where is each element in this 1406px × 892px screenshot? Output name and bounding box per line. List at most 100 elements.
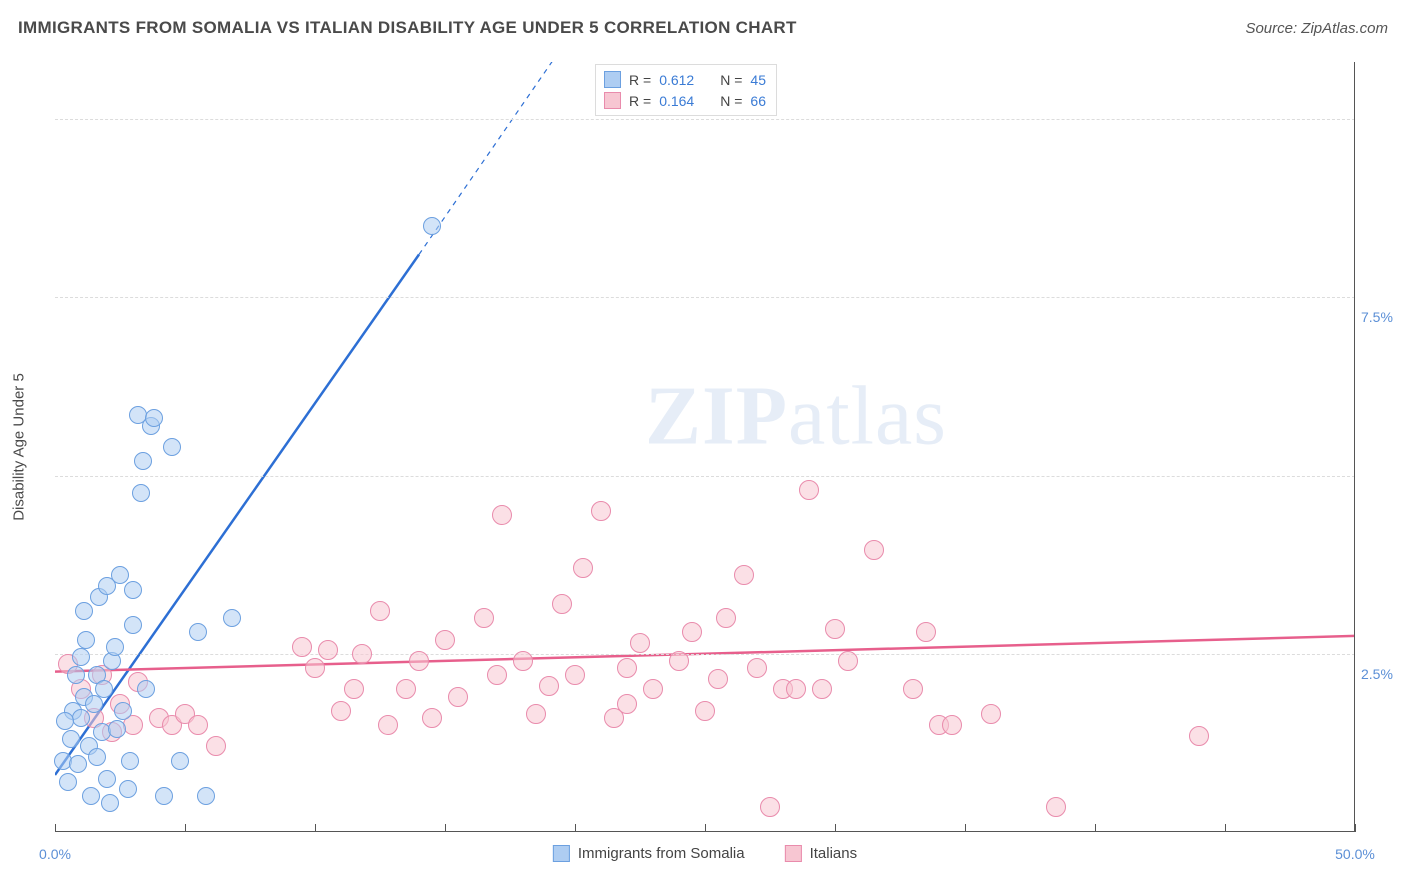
r-label: R = (629, 72, 651, 88)
data-point (145, 409, 163, 427)
data-point (981, 704, 1001, 724)
data-point (56, 712, 74, 730)
y-axis-label: Disability Age Under 5 (11, 373, 28, 521)
y-axis-right (1354, 62, 1356, 832)
data-point (630, 633, 650, 653)
stats-legend: R = 0.612 N = 45 R = 0.164 N = 66 (595, 64, 777, 116)
data-point (197, 787, 215, 805)
data-point (124, 616, 142, 634)
data-point (189, 623, 207, 641)
data-point (114, 702, 132, 720)
data-point (155, 787, 173, 805)
data-point (552, 594, 572, 614)
data-point (124, 581, 142, 599)
data-point (396, 679, 416, 699)
data-point (75, 602, 93, 620)
data-point (378, 715, 398, 735)
data-point (448, 687, 468, 707)
data-point (72, 648, 90, 666)
chart-source: Source: ZipAtlas.com (1245, 20, 1388, 37)
legend-label: Immigrants from Somalia (578, 845, 745, 862)
data-point (67, 666, 85, 684)
data-point (565, 665, 585, 685)
data-point (838, 651, 858, 671)
legend-item: Italians (785, 845, 858, 862)
y-tick-label: 7.5% (1355, 309, 1405, 325)
data-point (82, 787, 100, 805)
data-point (423, 217, 441, 235)
data-point (206, 736, 226, 756)
data-point (708, 669, 728, 689)
n-label: N = (720, 93, 742, 109)
chart-area: Disability Age Under 5 ZIPatlas 2.5%7.5%… (55, 62, 1355, 832)
n-label: N = (720, 72, 742, 88)
legend-swatch (553, 845, 570, 862)
data-point (188, 715, 208, 735)
data-point (812, 679, 832, 699)
data-point (292, 637, 312, 657)
n-value: 66 (750, 93, 766, 109)
data-point (318, 640, 338, 660)
gridline (55, 119, 1355, 120)
data-point (1189, 726, 1209, 746)
legend-label: Italians (810, 845, 858, 862)
data-point (352, 644, 372, 664)
data-point (643, 679, 663, 699)
data-point (72, 709, 90, 727)
legend-swatch (604, 71, 621, 88)
data-point (617, 658, 637, 678)
data-point (591, 501, 611, 521)
stats-row: R = 0.612 N = 45 (604, 69, 766, 90)
data-point (77, 631, 95, 649)
y-tick-label: 2.5% (1355, 666, 1405, 682)
data-point (526, 704, 546, 724)
data-point (59, 773, 77, 791)
data-point (95, 680, 113, 698)
data-point (119, 780, 137, 798)
data-point (106, 638, 124, 656)
data-point (305, 658, 325, 678)
data-point (573, 558, 593, 578)
legend-swatch (604, 92, 621, 109)
data-point (916, 622, 936, 642)
data-point (1046, 797, 1066, 817)
data-point (786, 679, 806, 699)
gridline (55, 654, 1355, 655)
data-point (513, 651, 533, 671)
data-point (171, 752, 189, 770)
gridline (55, 297, 1355, 298)
data-point (903, 679, 923, 699)
data-point (132, 484, 150, 502)
data-point (69, 755, 87, 773)
data-point (716, 608, 736, 628)
x-tick (1355, 824, 1356, 832)
data-point (864, 540, 884, 560)
stats-row: R = 0.164 N = 66 (604, 90, 766, 111)
plot-area: 2.5%7.5%0.0%50.0% (55, 62, 1355, 832)
data-point (331, 701, 351, 721)
data-point (695, 701, 715, 721)
data-point (370, 601, 390, 621)
x-tick-label: 50.0% (1335, 846, 1375, 862)
data-point (223, 609, 241, 627)
data-point (137, 680, 155, 698)
data-point (747, 658, 767, 678)
data-point (101, 794, 119, 812)
data-point (88, 748, 106, 766)
data-point (108, 720, 126, 738)
n-value: 45 (750, 72, 766, 88)
x-axis (55, 831, 1355, 833)
r-value: 0.612 (659, 72, 694, 88)
legend-swatch (785, 845, 802, 862)
data-point (539, 676, 559, 696)
series-legend: Immigrants from Somalia Italians (553, 845, 857, 862)
r-label: R = (629, 93, 651, 109)
data-point (799, 480, 819, 500)
data-point (98, 770, 116, 788)
data-point (682, 622, 702, 642)
r-value: 0.164 (659, 93, 694, 109)
data-point (760, 797, 780, 817)
data-point (422, 708, 442, 728)
data-point (121, 752, 139, 770)
chart-header: IMMIGRANTS FROM SOMALIA VS ITALIAN DISAB… (18, 18, 1388, 38)
